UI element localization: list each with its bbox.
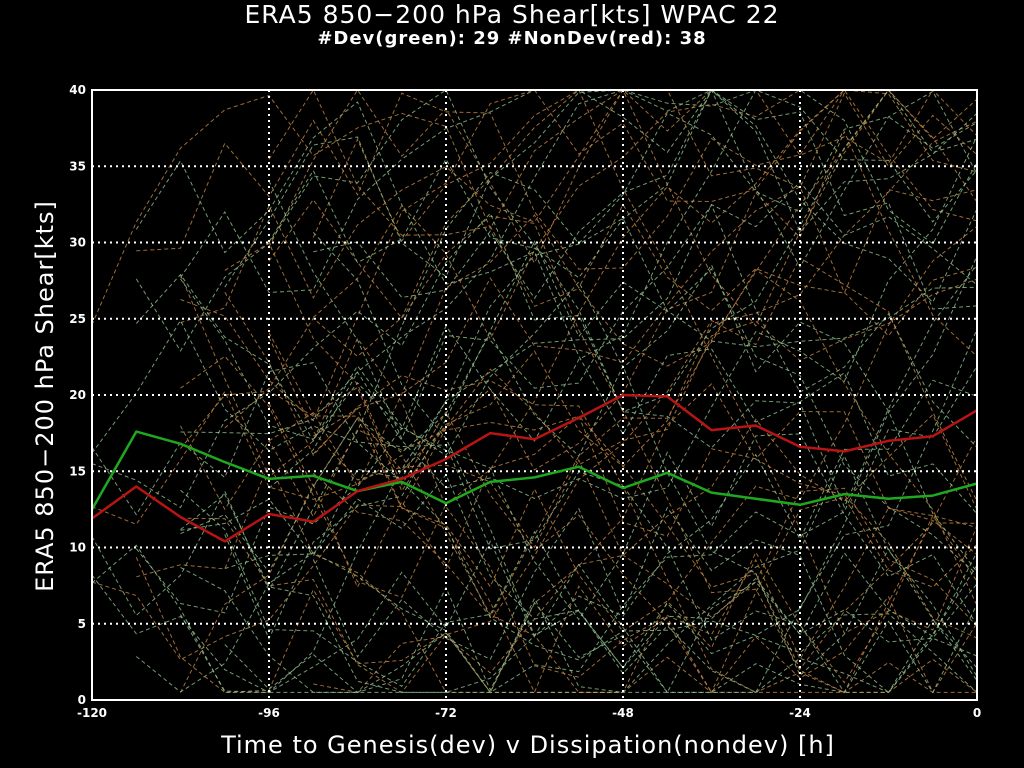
individual-trace: [180, 411, 978, 537]
y-tick-label: 30: [69, 236, 86, 250]
individual-trace: [180, 489, 978, 693]
individual-trace: [268, 120, 978, 492]
chart-title: ERA5 850−200 hPa Shear[kts] WPAC 22: [244, 0, 780, 29]
individual-trace: [91, 212, 978, 509]
series-line-dev: [90, 430, 978, 511]
y-tick-label: 5: [78, 617, 86, 631]
individual-trace: [91, 130, 978, 661]
series-line-nondev: [91, 393, 978, 543]
y-tick-label: 35: [69, 159, 86, 173]
individual-trace: [136, 89, 977, 270]
individual-trace: [180, 331, 978, 681]
individual-trace: [313, 89, 978, 300]
individual-trace: [180, 89, 978, 435]
x-tick-label: -120: [77, 706, 107, 720]
individual-trace: [91, 217, 978, 693]
individual-trace: [224, 581, 978, 694]
individual-trace: [224, 292, 977, 693]
y-tick-label: 20: [69, 388, 86, 402]
individual-trace: [312, 186, 978, 455]
individual-trace: [268, 188, 978, 488]
individual-trace: [180, 329, 978, 693]
individual-trace: [135, 89, 978, 413]
individual-trace: [135, 427, 978, 626]
chart-subtitle: #Dev(green): 29 #NonDev(red): 38: [317, 28, 707, 49]
individual-trace: [180, 89, 978, 422]
individual-trace: [180, 257, 978, 694]
y-tick-labels: 0 5 10 15 20 25 30 35 40: [69, 83, 86, 707]
individual-trace: [91, 319, 978, 661]
individual-trace: [180, 415, 978, 693]
y-tick-label: 10: [69, 541, 86, 555]
individual-trace: [224, 473, 978, 694]
individual-trace: [135, 101, 978, 515]
y-tick-label: 15: [69, 464, 86, 478]
individual-trace: [180, 181, 978, 558]
y-tick-label: 0: [78, 693, 86, 707]
individual-trace: [135, 263, 978, 573]
individual-trace: [180, 89, 978, 442]
individual-trace: [224, 89, 978, 310]
individual-trace: [180, 278, 978, 472]
individual-trace: [135, 383, 978, 694]
x-tick-label: 0: [973, 706, 981, 720]
y-tick-label: 25: [69, 312, 86, 326]
individual-trace: [313, 407, 978, 684]
x-tick-labels: -120 -96 -72 -48 -24 0: [77, 706, 981, 720]
individual-trace: [180, 255, 978, 693]
individual-trace: [313, 413, 978, 693]
individual-trace: [91, 362, 978, 694]
individual-trace: [312, 506, 978, 694]
x-tick-label: -24: [789, 706, 811, 720]
y-tick-label: 40: [69, 83, 86, 97]
x-axis-title: Time to Genesis(dev) v Dissipation(nonde…: [220, 731, 835, 759]
individual-trace: [91, 379, 978, 693]
individual-trace: [312, 89, 978, 634]
individual-trace: [268, 180, 978, 448]
x-tick-label: -96: [258, 706, 280, 720]
x-tick-label: -48: [612, 706, 634, 720]
individual-trace: [91, 112, 978, 617]
individual-trace: [91, 89, 978, 325]
x-tick-label: -72: [435, 706, 457, 720]
individual-trace: [268, 337, 978, 627]
individual-trace: [224, 240, 978, 640]
plot-frame: [91, 89, 978, 701]
individual-trace: [224, 242, 978, 694]
individual-trace: [312, 204, 978, 693]
individual-trace: [268, 88, 978, 279]
individual-trace: [312, 231, 978, 669]
y-axis-title: ERA5 850−200 hPa Shear[kts]: [31, 200, 59, 592]
mean-series-lines: [90, 393, 978, 543]
individual-trace: [180, 89, 977, 324]
individual-trace: [312, 89, 978, 618]
individual-trace: [180, 89, 977, 599]
individual-traces: [91, 88, 978, 694]
